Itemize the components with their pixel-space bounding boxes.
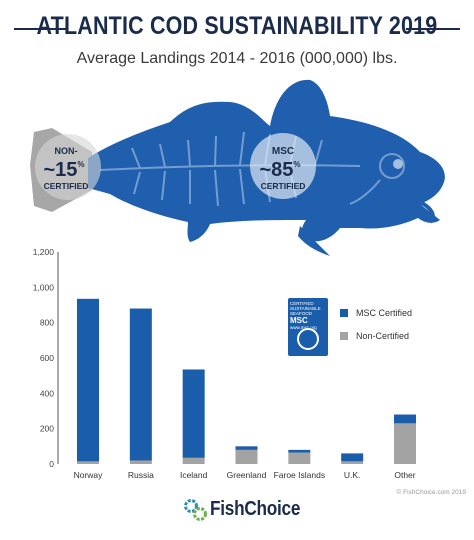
msc-logo: CERTIFIED SUSTAINABLE SEAFOOD MSC www.ms… [288,298,328,356]
msc-logo-line2: SUSTAINABLE [290,306,321,311]
msc-badge-label-bottom: CERTIFIED [261,181,306,191]
bar-msc-4 [288,449,311,453]
x-tick-label: Faroe Islands [274,470,326,480]
fish-jaw [419,200,435,224]
msc-badge-value: ~85% [259,159,300,181]
y-axis: 0 200 400 600 800 1,000 1,200 [33,247,59,469]
x-tick-label: Russia [128,470,154,480]
x-tick-label: Greenland [227,470,267,480]
bar-non-4 [288,452,311,464]
x-tick-label: Other [394,470,415,480]
fishchoice-logo-icon [184,499,207,521]
legend-label-msc: MSC Certified [356,308,413,318]
non-badge-label-bottom: CERTIFIED [44,181,89,191]
copyright: © FishChoice.com 2019 [396,489,466,496]
msc-badge-label-top: MSC [272,146,294,157]
y-tick-label: 200 [40,424,54,434]
y-tick-label: 600 [40,353,54,363]
legend-swatch-msc [340,309,348,317]
bar-non-6 [394,423,417,464]
legend-swatch-non [340,332,348,340]
bars [77,298,417,464]
msc-tick-icon [297,328,319,350]
bar-msc-2 [182,369,205,458]
msc-logo-big: MSC [290,316,308,325]
legend: CERTIFIED SUSTAINABLE SEAFOOD MSC www.ms… [288,298,438,358]
y-tick-label: 800 [40,318,54,328]
bar-msc-6 [394,414,417,424]
y-tick-label: 1,000 [33,282,55,292]
chart-title: ATLANTIC COD SUSTAINABILITY 2019 [36,12,438,40]
x-axis: Norway Russia Iceland Greenland Faroe Island… [74,470,416,480]
x-tick-label: Norway [74,470,104,480]
bar-non-3 [235,449,258,464]
bar-msc-3 [235,446,258,450]
bar-non-0 [77,461,99,464]
bar-non-2 [182,457,205,464]
bar-msc-5 [341,453,364,462]
fish-eye [393,159,403,169]
non-badge-label-top: NON- [55,146,78,156]
fishchoice-wordmark: FishChoice [210,498,301,520]
landings-bar-chart: 0 200 400 600 800 1,000 1,200 Norway Russia Icel… [33,247,417,480]
legend-label-non: Non-Certified [356,331,410,341]
msc-logo-line3: SEAFOOD [290,311,313,316]
non-certified-badge [35,134,101,200]
fish-fin [298,226,330,256]
title-rule-left [14,28,68,30]
x-tick-label: Iceland [180,470,208,480]
title-rule-right [406,28,460,30]
legend-item-msc: MSC Certified [340,308,412,318]
bar-non-1 [129,460,152,464]
y-tick-label: 1,200 [33,247,55,257]
footer-brand: FishChoice [182,495,302,525]
y-tick-label: 400 [40,388,54,398]
y-tick-label: 0 [49,459,54,469]
fish-skeleton [99,131,405,207]
bar-msc-0 [77,298,99,462]
non-badge-value: ~15% [43,159,84,181]
cod-fish-illustration: NON- ~15% CERTIFIED MSC ~85% CERTIFIED [30,79,445,256]
msc-logo-line1: CERTIFIED [290,301,314,306]
bar-non-5 [341,461,364,464]
title-block: ATLANTIC COD SUSTAINABILITY 2019 [0,8,474,48]
chart-subtitle: Average Landings 2014 - 2016 (000,000) l… [76,50,398,67]
x-tick-label: U.K. [344,470,361,480]
bar-msc-1 [129,308,152,461]
msc-logo-url: www.msc.org [290,325,317,330]
legend-item-non: Non-Certified [340,331,409,341]
msc-certified-badge [250,133,316,199]
